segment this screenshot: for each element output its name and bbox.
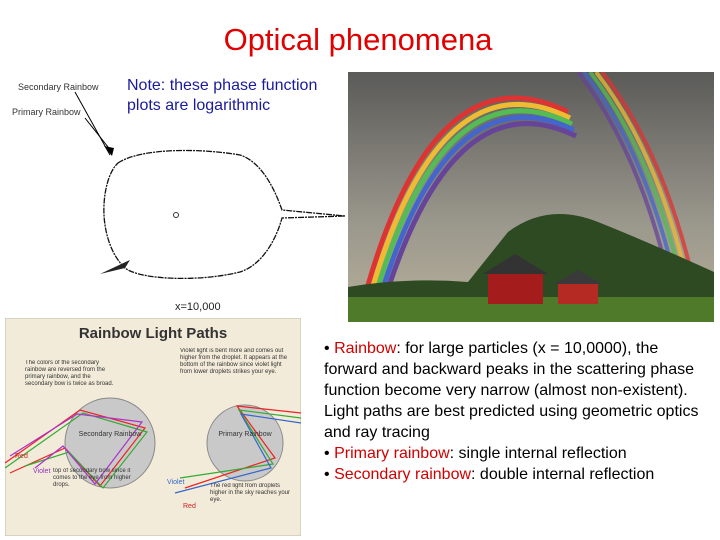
figure-note: The red light from droplets higher in th…	[210, 483, 291, 503]
ray-label: Red	[15, 453, 28, 460]
phase-function-plot: Secondary Rainbow Primary Rainbow x=10,0…	[12, 82, 346, 313]
house	[558, 282, 598, 304]
origin	[173, 212, 179, 218]
ray-label: Red	[183, 503, 196, 510]
figure-title: Rainbow Light Paths	[79, 325, 227, 342]
bullet-marker: •	[324, 340, 330, 357]
note: Note: these phase function plots are log…	[127, 77, 318, 114]
bullet: • Secondary rainbow: double internal ref…	[324, 464, 716, 485]
note-box: Violet light is bent more and comes out …	[180, 348, 288, 375]
size-parameter: x=10,000	[175, 301, 221, 313]
ray-label: Violet	[167, 479, 184, 486]
note-box: top of secondary bow since it comes to t…	[53, 468, 131, 488]
plot-label: Primary Rainbow	[12, 107, 81, 117]
barn	[488, 272, 543, 304]
bullet-text: : double internal reflection	[471, 466, 655, 483]
bullet-text: : single internal reflection	[449, 445, 627, 462]
peak	[100, 260, 130, 274]
plot-label: Secondary Rainbow	[18, 82, 99, 92]
drop-label: Secondary Rainbow	[79, 431, 143, 438]
bullet-term: Primary rainbow	[334, 445, 450, 462]
roof	[483, 254, 548, 274]
roof	[554, 270, 602, 284]
ray-paths	[5, 405, 301, 494]
peak	[100, 158, 128, 172]
bullet-term: Secondary rainbow	[334, 466, 472, 483]
rainbow-photo	[348, 72, 714, 322]
note-box: The red light from droplets higher in th…	[210, 483, 291, 503]
figure-note: top of secondary bow since it comes to t…	[53, 468, 131, 488]
bullet-term: Rainbow	[334, 340, 397, 357]
primary-bow	[355, 95, 578, 322]
arrowhead	[104, 146, 114, 156]
figure-note: Violet light is bent more and comes out …	[180, 348, 288, 375]
slide-title: Optical phenomena	[223, 22, 493, 57]
note-box: The colors of the secondary rainbow are …	[25, 360, 114, 387]
arrow	[84, 117, 113, 153]
bullet: • Primary rainbow: single internal refle…	[324, 443, 716, 464]
figure-note: The colors of the secondary rainbow are …	[25, 360, 114, 387]
drop-label: Primary Rainbow	[218, 431, 272, 438]
bullet: • Rainbow: for large particles (x = 10,0…	[324, 338, 716, 443]
phase-curve	[103, 149, 346, 280]
bullet-marker: •	[324, 466, 330, 483]
light-paths-figure: Rainbow Light Paths The colors of the se…	[5, 318, 301, 536]
bullet-list: • Rainbow: for large particles (x = 10,0…	[324, 338, 716, 485]
arrow	[74, 91, 111, 156]
bullet-marker: •	[324, 445, 330, 462]
bullet-text: : for large particles (x = 10,0000), the…	[324, 340, 699, 441]
ray-label: Violet	[33, 468, 50, 475]
